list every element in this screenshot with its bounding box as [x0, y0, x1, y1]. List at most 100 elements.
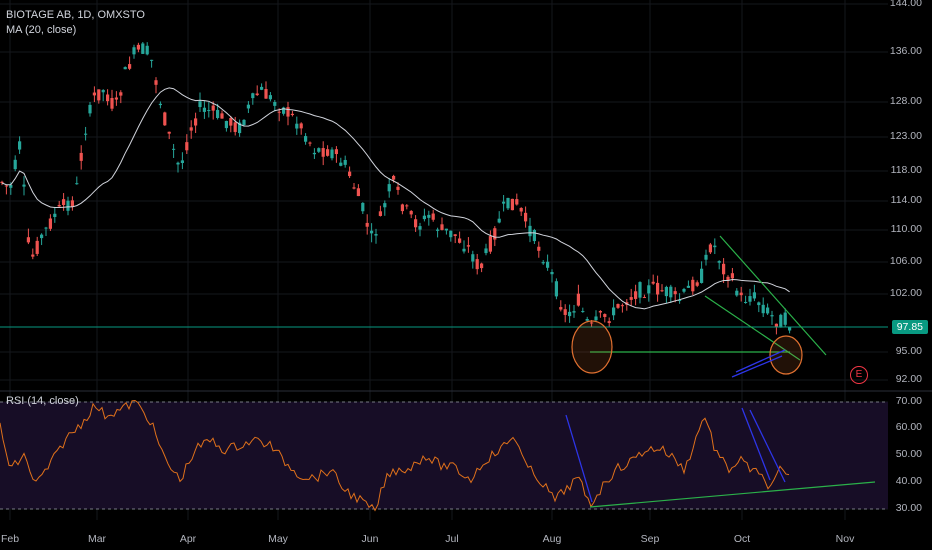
y-tick-label: 123.00 — [889, 130, 922, 142]
candle-body — [238, 122, 242, 134]
candle-body — [92, 92, 96, 96]
rsi-band — [0, 402, 888, 509]
earnings-marker[interactable]: E — [850, 366, 868, 384]
candle-body — [9, 184, 13, 188]
candle-body — [123, 67, 127, 70]
candle-body — [378, 211, 382, 216]
candle-body — [365, 222, 369, 227]
candle-body — [502, 201, 506, 204]
candle-body — [304, 136, 308, 142]
candle-body — [484, 248, 488, 254]
price-arrow-2 — [735, 349, 786, 373]
rsi-line — [0, 399, 790, 512]
candle-body — [154, 80, 158, 85]
x-tick-label: Jul — [445, 533, 459, 545]
candle-body — [722, 263, 726, 275]
ma-line — [1, 87, 790, 310]
candle-body — [422, 215, 426, 220]
candle-body — [79, 152, 83, 161]
candle-body — [361, 202, 365, 212]
candle-body — [568, 311, 572, 317]
candle-body — [524, 212, 528, 222]
candle-body — [766, 307, 770, 314]
candle-body — [251, 93, 255, 99]
candle-body — [119, 92, 123, 96]
candle-body — [453, 234, 457, 236]
candle-body — [682, 288, 686, 292]
candle-body — [638, 282, 642, 298]
candle-body — [581, 311, 585, 313]
candle-body — [510, 198, 514, 211]
candle-body — [392, 175, 396, 180]
candle-body — [528, 225, 532, 237]
candle-body — [726, 276, 730, 281]
candle-body — [735, 290, 739, 296]
candle-body — [35, 240, 39, 254]
candle-body — [321, 148, 325, 157]
x-tick-label: Oct — [733, 533, 751, 545]
rsi-arrow-3 — [749, 409, 786, 483]
candle-body — [493, 228, 497, 240]
candle-body — [550, 271, 554, 275]
candle-body — [273, 102, 277, 106]
y-tick-label: 144.00 — [889, 0, 922, 9]
rsi-y-tick-label: 30.00 — [895, 502, 922, 514]
candle-body — [207, 110, 211, 112]
candle-body — [598, 311, 602, 313]
candle-body — [405, 205, 409, 207]
ma-legend: MA (20, close) — [6, 24, 77, 36]
candle-body — [559, 307, 563, 310]
candle-body — [211, 105, 215, 111]
candle-body — [695, 282, 699, 286]
candle-body — [264, 89, 268, 99]
candle-body — [713, 245, 717, 248]
candle-body — [612, 307, 616, 316]
candle-body — [440, 224, 444, 230]
candle-body — [370, 230, 374, 234]
candle-body — [704, 254, 708, 260]
candle-body — [480, 263, 484, 269]
candle-body — [356, 188, 360, 197]
candle-body — [343, 159, 347, 165]
candle-body — [128, 64, 132, 69]
candle-body — [418, 226, 422, 230]
candle-body — [286, 107, 290, 117]
candle-body — [255, 93, 259, 96]
candle-body — [317, 148, 321, 152]
candle-body — [770, 315, 774, 317]
candle-body — [185, 142, 189, 151]
candle-body — [400, 204, 404, 212]
candle-body — [757, 302, 761, 306]
candle-body — [475, 259, 479, 270]
candle-body — [656, 282, 660, 295]
candle-body — [260, 86, 264, 90]
candle-body — [607, 321, 611, 323]
x-tick-label: May — [268, 533, 288, 545]
candle-body — [330, 149, 334, 159]
candle-body — [66, 200, 70, 211]
y-tick-label: 118.00 — [890, 164, 922, 176]
candle-body — [603, 314, 607, 317]
candle-body — [497, 218, 501, 223]
price-arrow-1 — [731, 355, 783, 378]
candle-body — [642, 297, 646, 299]
candle-body — [436, 229, 440, 231]
candle-body — [620, 305, 624, 307]
rsi-y-tick-label: 50.00 — [895, 448, 922, 460]
candle-body — [576, 293, 580, 306]
candle-body — [678, 300, 682, 302]
candle-body — [31, 254, 35, 257]
x-tick-label: Aug — [542, 533, 562, 545]
candle-body — [295, 123, 299, 129]
candle-body — [466, 245, 470, 247]
candle-body — [136, 44, 140, 50]
candle-body — [312, 152, 316, 155]
candle-body — [383, 203, 387, 208]
candle-body — [233, 122, 237, 132]
candle-body — [198, 101, 202, 108]
candle-body — [339, 162, 343, 166]
candle-body — [427, 214, 431, 218]
candle-body — [44, 227, 48, 229]
candle-body — [374, 234, 378, 236]
